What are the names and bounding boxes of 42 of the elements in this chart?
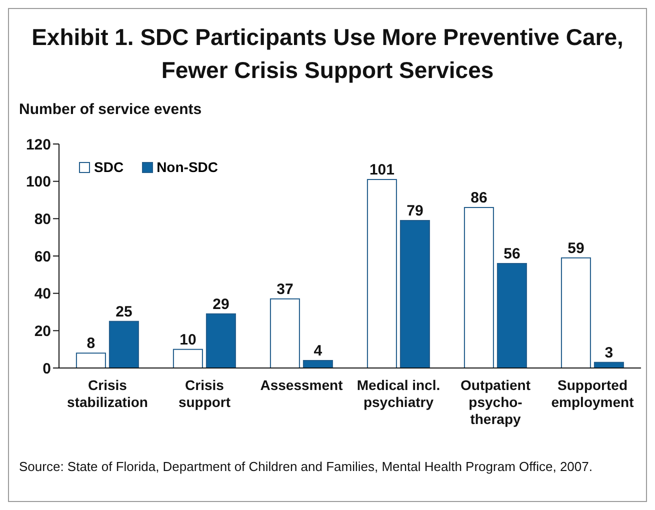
x-tick-label: Outpatient psycho- therapy <box>460 377 531 427</box>
data-label: 25 <box>116 303 132 320</box>
y-tick-label: 100 <box>26 174 51 191</box>
x-tick-label: Supported employment <box>551 377 634 410</box>
data-label: 59 <box>568 240 584 257</box>
bar <box>172 348 203 368</box>
data-label: 10 <box>180 331 196 348</box>
x-tick-label: Crisis stabilization <box>67 377 148 410</box>
data-label: 101 <box>369 161 394 178</box>
bar <box>560 257 591 368</box>
bar <box>400 220 430 368</box>
data-label: 86 <box>470 189 488 206</box>
bar <box>302 360 333 368</box>
bar <box>366 178 397 368</box>
legend-label: SDC <box>93 159 124 175</box>
bar <box>496 262 527 368</box>
y-tick-label: 20 <box>34 322 51 340</box>
y-axis-title: Number of service events <box>19 101 202 118</box>
source-note: Source: State of Florida, Department of Children and Families, Mental Health Program Office, 2007. <box>19 459 592 474</box>
data-label: 4 <box>314 342 323 360</box>
data-label: 37 <box>276 280 294 298</box>
data-label: 56 <box>504 245 520 262</box>
y-tick-label: 0 <box>42 360 51 378</box>
x-tick-label: Assessment <box>260 377 344 393</box>
x-tick-label: Medical incl. psychiatry <box>356 377 440 410</box>
data-label: 8 <box>86 335 96 352</box>
y-tick-label: 40 <box>34 286 51 303</box>
y-tick-label: 60 <box>34 248 51 266</box>
y-tick-label: 80 <box>34 210 51 228</box>
data-label: 3 <box>604 344 614 362</box>
bar <box>108 320 139 368</box>
data-label: 29 <box>212 296 230 313</box>
bar <box>206 313 236 368</box>
x-tick-label: Crisis support <box>178 377 231 410</box>
y-tick-label: 120 <box>26 136 51 154</box>
bar <box>594 362 624 368</box>
legend-label: Non-SDC <box>156 159 218 175</box>
chart-title: Exhibit 1. SDC Participants Use More Preventive Care, Fewer Crisis Support Services <box>30 23 624 85</box>
bar <box>270 298 300 368</box>
bar <box>464 206 494 368</box>
data-label: 79 <box>406 202 424 220</box>
bar <box>76 352 106 368</box>
